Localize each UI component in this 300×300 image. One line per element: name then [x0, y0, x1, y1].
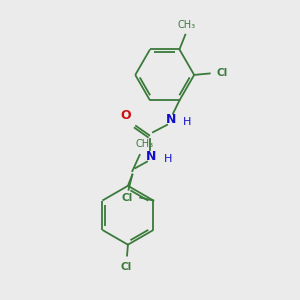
Text: CH₃: CH₃: [178, 20, 196, 30]
Text: N: N: [165, 113, 176, 126]
Text: Cl: Cl: [122, 193, 133, 202]
Text: Cl: Cl: [216, 68, 227, 78]
Text: N: N: [146, 150, 157, 163]
Text: O: O: [121, 110, 131, 122]
Text: H: H: [183, 117, 191, 127]
Text: Cl: Cl: [121, 262, 132, 272]
Text: CH₃: CH₃: [135, 139, 153, 149]
Text: H: H: [164, 154, 172, 164]
